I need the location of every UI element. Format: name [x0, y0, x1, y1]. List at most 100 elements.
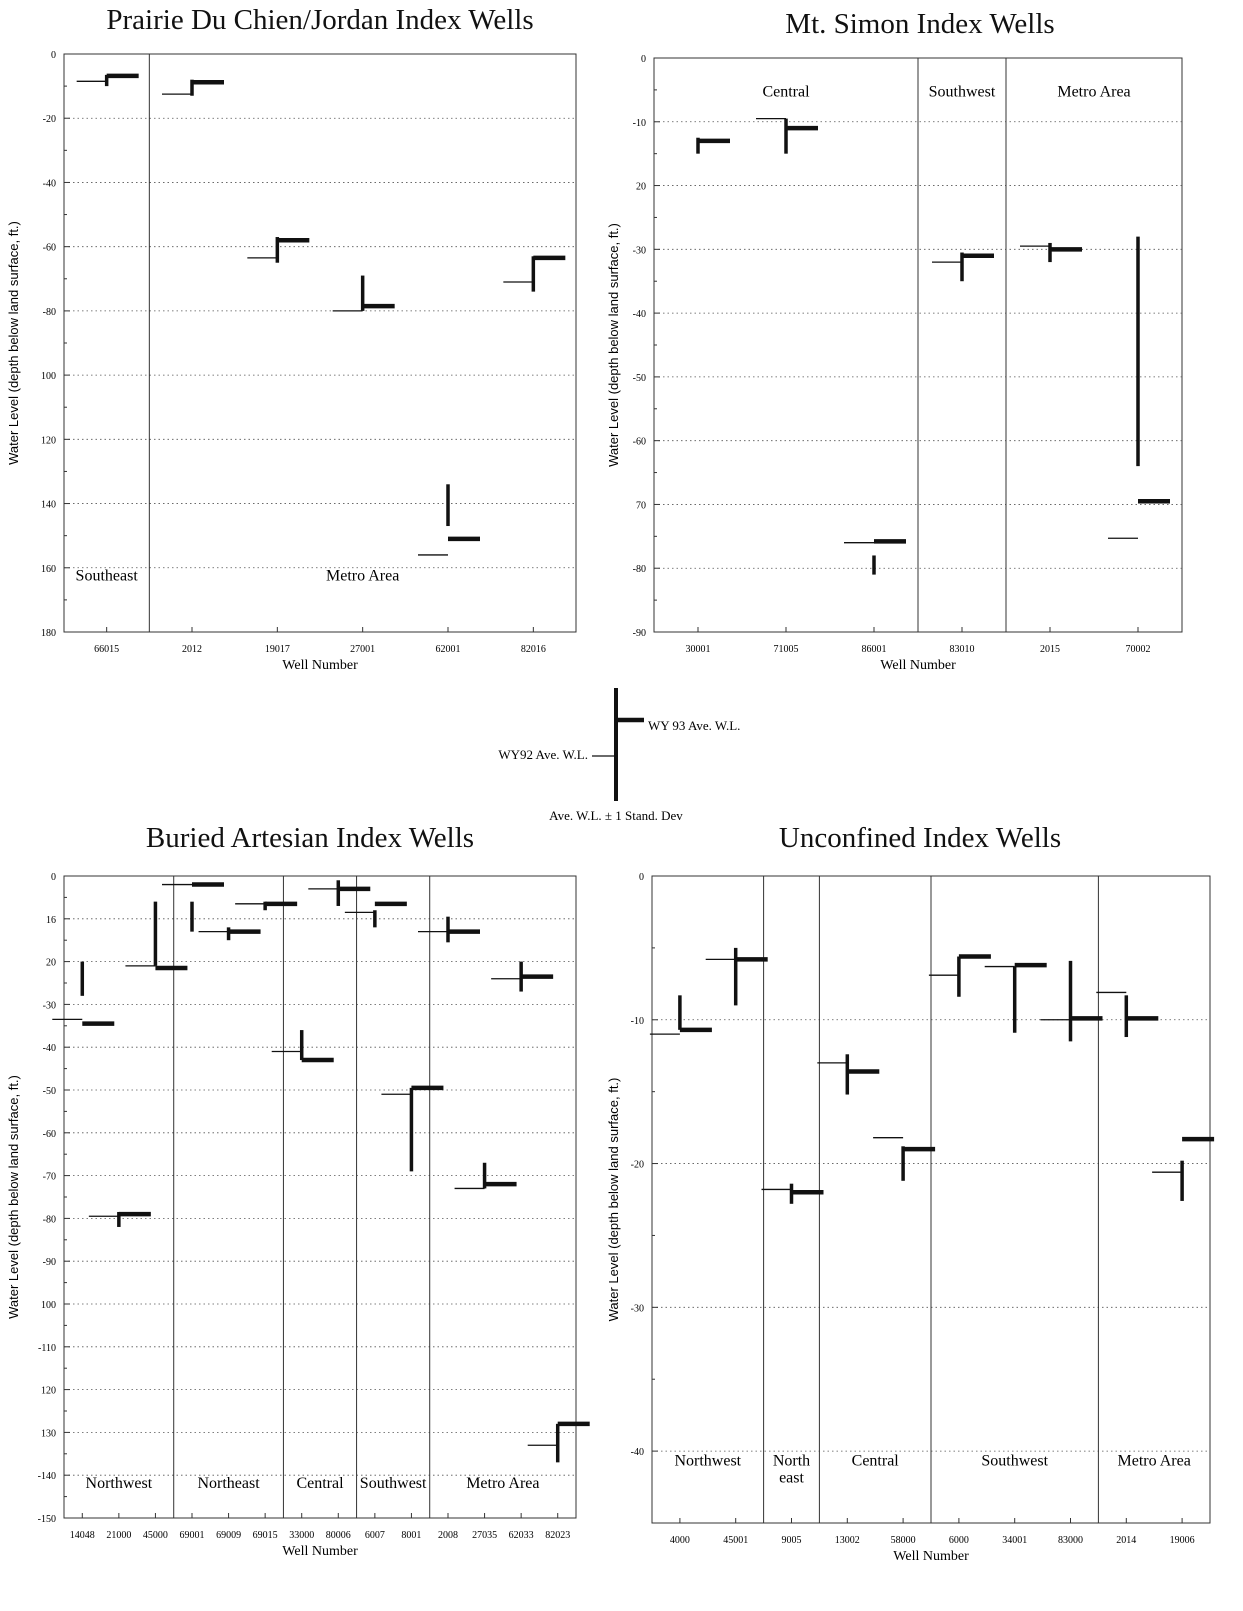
- x-tick-label: 83010: [950, 644, 975, 655]
- y-tick-label: -20: [631, 1160, 644, 1171]
- y-tick-label: -60: [43, 243, 56, 254]
- region-label: Metro Area: [1118, 1452, 1191, 1469]
- x-tick-label: 27001: [350, 644, 375, 655]
- x-tick-label: 30001: [686, 644, 711, 655]
- legend-wy92-label: WY92 Ave. W.L.: [498, 747, 588, 762]
- y-tick-label: 0: [51, 872, 56, 883]
- y-tick-label: -30: [633, 245, 646, 256]
- x-tick-label: 70002: [1126, 644, 1151, 655]
- x-tick-label: 71005: [774, 644, 799, 655]
- prairie-chart: Prairie Du Chien/Jordan Index Wells 0 -20…: [0, 0, 600, 690]
- y-axis-label: Water Level (depth below land surface, f…: [606, 223, 621, 467]
- mtsimon-chart: Mt. Simon Index Wells 0 -10 20 -30 -40 -50 -60…: [600, 0, 1243, 690]
- legend-sd-label: Ave. W.L. ± 1 Stand. Dev: [549, 808, 683, 820]
- prairie-plot: 0 -20 -40 -60 -80 100 120 140 160 180 66015 2012 190…: [6, 50, 577, 673]
- x-tick-label: 2014: [1116, 1535, 1136, 1546]
- region-label: Metro Area: [1057, 83, 1130, 100]
- x-axis-label: Well Number: [282, 658, 358, 673]
- y-tick-label: 0: [51, 50, 56, 61]
- x-tick-label: 45000: [143, 1530, 168, 1541]
- y-axis-label: Water Level (depth below land surface, f…: [606, 1078, 621, 1322]
- plot-frame: [63, 53, 577, 633]
- x-axis-label: Well Number: [893, 1549, 969, 1564]
- y-tick-label: -60: [43, 1129, 56, 1140]
- x-tick-label: 14048: [70, 1530, 95, 1541]
- mtsimon-plot: 0 -10 20 -30 -40 -50 -60 70 -80 -90 30001 71005 8600…: [606, 54, 1183, 673]
- region-label: Southeast: [76, 568, 139, 585]
- x-tick-label: 69001: [180, 1530, 205, 1541]
- region-label: Northeast: [197, 1475, 260, 1492]
- unconfined-plot: 0 -10 -20 -30 -40 4000 45001 9005 13002 58000 6000…: [606, 872, 1215, 1564]
- chart-title: Buried Artesian Index Wells: [145, 822, 475, 854]
- y-tick-label: -30: [631, 1303, 644, 1314]
- region-label: Central: [296, 1475, 344, 1492]
- y-tick-label: 120: [41, 1386, 56, 1397]
- region-label: Northwest: [674, 1452, 741, 1469]
- region-label: Southwest: [981, 1452, 1048, 1469]
- x-tick-label: 69015: [253, 1530, 278, 1541]
- y-tick-label: -80: [633, 564, 646, 575]
- y-tick-label: 160: [41, 564, 56, 575]
- region-label: Metro Area: [326, 568, 399, 585]
- y-tick-label: 120: [41, 435, 56, 446]
- y-axis-label: Water Level (depth below land surface, f…: [6, 221, 21, 465]
- y-tick-label: -10: [633, 118, 646, 129]
- x-tick-label: 2008: [438, 1530, 458, 1541]
- y-tick-label: -90: [633, 628, 646, 639]
- y-tick-label: 180: [41, 628, 56, 639]
- y-tick-label: 100: [41, 371, 56, 382]
- y-tick-label: -50: [633, 373, 646, 384]
- x-tick-label: 86001: [862, 644, 887, 655]
- chart-title: Mt. Simon Index Wells: [785, 8, 1055, 40]
- region-label: Southwest: [929, 83, 996, 100]
- y-tick-label: -50: [43, 1086, 56, 1097]
- chart-title: Unconfined Index Wells: [778, 822, 1062, 854]
- x-tick-label: 19006: [1170, 1535, 1195, 1546]
- region-label: Central: [852, 1452, 900, 1469]
- region-label: Southwest: [360, 1475, 427, 1492]
- x-tick-label: 34001: [1002, 1535, 1027, 1546]
- y-tick-label: -90: [43, 1257, 56, 1268]
- x-tick-label: 27035: [472, 1530, 497, 1541]
- x-tick-label: 33000: [289, 1530, 314, 1541]
- x-tick-label: 82016: [521, 644, 546, 655]
- y-tick-label: -20: [43, 114, 56, 125]
- x-axis-label: Well Number: [282, 1544, 358, 1559]
- buried-plot: 0 16 20 -30 -40 -50 -60 -70 -80 -90 100 -110 120 130 -…: [6, 872, 590, 1559]
- legend-graphic: WY 93 Ave. W.L. WY92 Ave. W.L. Ave. W.L.…: [498, 688, 740, 823]
- y-tick-label: 0: [639, 872, 644, 883]
- region-label: Metro Area: [466, 1475, 539, 1492]
- x-tick-label: 21000: [106, 1530, 131, 1541]
- y-tick-label: 130: [41, 1428, 56, 1439]
- y-tick-label: -60: [633, 437, 646, 448]
- region-label: Northwest: [86, 1475, 153, 1492]
- x-tick-label: 13002: [835, 1535, 860, 1546]
- x-tick-label: 58000: [891, 1535, 916, 1546]
- buried-chart: Buried Artesian Index Wells 0 16 20 -30 -40 -…: [0, 820, 600, 1606]
- y-tick-label: -110: [38, 1343, 56, 1354]
- y-tick-label: -40: [633, 309, 646, 320]
- x-tick-label: 62001: [436, 644, 461, 655]
- x-tick-label: 19017: [265, 644, 290, 655]
- x-tick-label: 6000: [949, 1535, 969, 1546]
- x-axis-label: Well Number: [880, 658, 956, 673]
- x-tick-label: 69009: [216, 1530, 241, 1541]
- y-tick-label: 20: [46, 958, 56, 969]
- y-tick-label: -40: [43, 178, 56, 189]
- x-tick-label: 66015: [94, 644, 119, 655]
- y-tick-label: -40: [43, 1043, 56, 1054]
- y-tick-label: 16: [46, 915, 56, 926]
- y-tick-label: -80: [43, 1214, 56, 1225]
- y-tick-label: -150: [38, 1514, 56, 1525]
- x-tick-label: 82023: [545, 1530, 570, 1541]
- x-tick-label: 8001: [401, 1530, 421, 1541]
- y-tick-label: 140: [41, 500, 56, 511]
- legend-wy93-label: WY 93 Ave. W.L.: [648, 718, 740, 733]
- y-axis-label: Water Level (depth below land surface, f…: [6, 1075, 21, 1319]
- y-tick-label: -40: [631, 1447, 644, 1458]
- x-tick-label: 80006: [326, 1530, 351, 1541]
- y-tick-label: 20: [636, 182, 646, 193]
- y-tick-label: 70: [636, 500, 646, 511]
- x-tick-label: 83000: [1058, 1535, 1083, 1546]
